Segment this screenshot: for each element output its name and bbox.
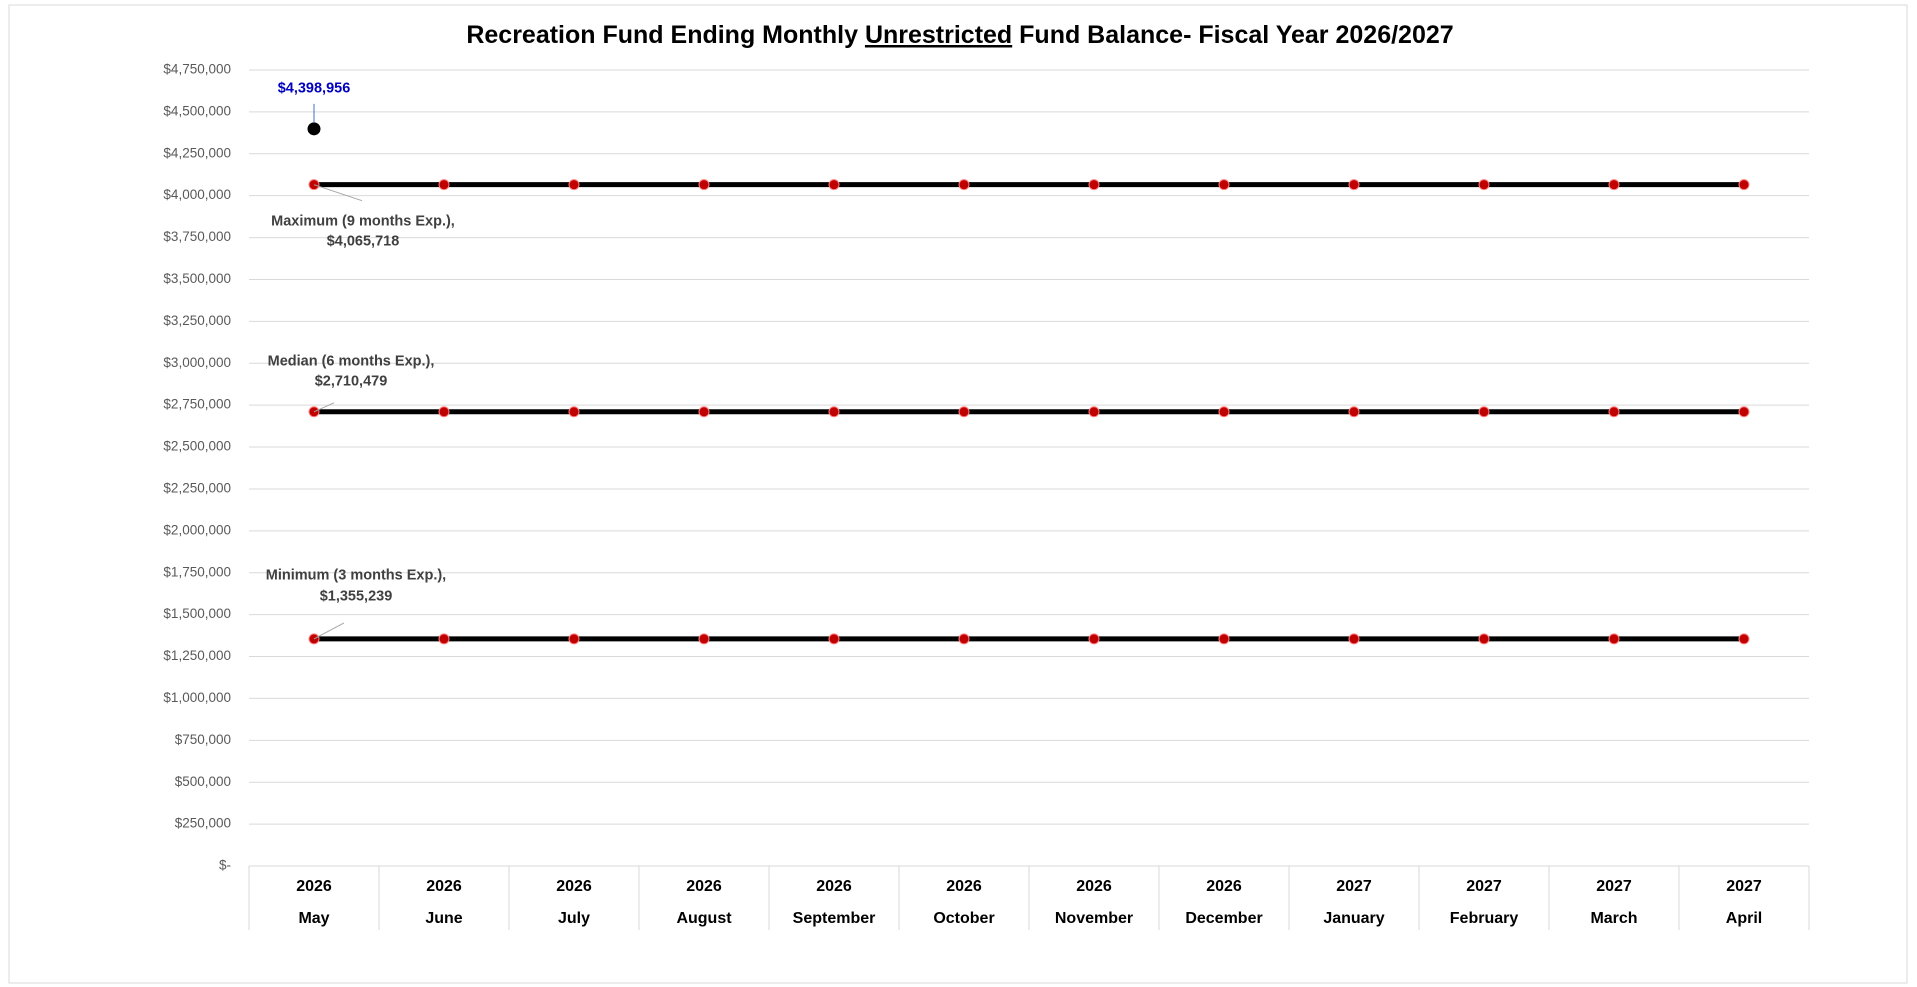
data-point — [1218, 633, 1230, 645]
data-point — [1608, 179, 1620, 191]
data-point — [1478, 406, 1490, 418]
x-year-label: 2026 — [1206, 878, 1242, 895]
y-tick-label: $2,250,000 — [163, 481, 231, 496]
x-tick-label: January — [1323, 910, 1384, 927]
x-tick-label: July — [558, 910, 590, 927]
data-point — [698, 406, 710, 418]
data-point — [1738, 406, 1750, 418]
x-year-label: 2027 — [1726, 878, 1762, 895]
data-point — [438, 633, 450, 645]
y-tick-label: $1,000,000 — [163, 690, 231, 705]
x-year-label: 2026 — [686, 878, 722, 895]
x-tick-label: April — [1726, 910, 1762, 927]
data-point — [568, 406, 580, 418]
data-point — [828, 406, 840, 418]
data-point — [1348, 406, 1360, 418]
x-tick-label: December — [1185, 910, 1262, 927]
x-tick-label: September — [793, 910, 876, 927]
data-point — [958, 179, 970, 191]
y-tick-label: $- — [219, 858, 231, 873]
x-tick-label: August — [676, 910, 732, 927]
data-point — [1478, 179, 1490, 191]
data-point — [1478, 633, 1490, 645]
y-tick-label: $250,000 — [175, 816, 231, 831]
x-tick-label: November — [1055, 910, 1133, 927]
data-point — [568, 179, 580, 191]
data-label: $4,065,718 — [327, 233, 400, 249]
y-tick-label: $2,750,000 — [163, 397, 231, 412]
y-tick-label: $3,500,000 — [163, 271, 231, 286]
data-point — [1218, 179, 1230, 191]
leader-line — [313, 184, 363, 202]
data-point — [1348, 633, 1360, 645]
x-year-label: 2026 — [426, 878, 462, 895]
y-tick-label: $3,750,000 — [163, 229, 231, 244]
x-tick-label: June — [425, 910, 462, 927]
data-point — [1088, 179, 1100, 191]
data-label: $2,710,479 — [315, 374, 388, 390]
data-point — [307, 122, 321, 136]
data-point — [828, 633, 840, 645]
data-point — [1348, 179, 1360, 191]
x-year-label: 2026 — [296, 878, 332, 895]
y-tick-label: $1,750,000 — [163, 564, 231, 579]
data-label: $1,355,239 — [320, 589, 393, 605]
y-tick-label: $3,000,000 — [163, 355, 231, 370]
leader-line — [313, 402, 335, 413]
data-label: $4,398,956 — [278, 81, 351, 97]
title-part: Unrestricted — [865, 21, 1012, 49]
x-tick-label: March — [1590, 910, 1637, 927]
x-tick-label: May — [298, 910, 329, 927]
x-year-label: 2026 — [816, 878, 852, 895]
data-point — [1088, 406, 1100, 418]
y-tick-label: $2,500,000 — [163, 439, 231, 454]
data-point — [1738, 179, 1750, 191]
data-point — [958, 406, 970, 418]
data-point — [438, 179, 450, 191]
data-point — [1608, 633, 1620, 645]
y-tick-label: $750,000 — [175, 732, 231, 747]
data-point — [568, 633, 580, 645]
data-point — [698, 633, 710, 645]
y-tick-label: $4,500,000 — [163, 103, 231, 118]
title-part: Recreation Fund Ending Monthly — [466, 21, 865, 49]
x-year-label: 2026 — [946, 878, 982, 895]
y-tick-label: $3,250,000 — [163, 313, 231, 328]
y-tick-label: $500,000 — [175, 774, 231, 789]
x-year-label: 2027 — [1466, 878, 1502, 895]
x-year-label: 2026 — [1076, 878, 1112, 895]
data-label-name: Median (6 months Exp.), — [268, 354, 435, 370]
data-point — [828, 179, 840, 191]
title-part: Fund Balance- Fiscal Year 2026/2027 — [1012, 21, 1453, 49]
x-year-label: 2027 — [1336, 878, 1372, 895]
data-point — [1218, 406, 1230, 418]
data-point — [1608, 406, 1620, 418]
chart-frame — [8, 4, 1908, 984]
data-point — [438, 406, 450, 418]
chart-title: Recreation Fund Ending Monthly Unrestric… — [466, 21, 1453, 49]
y-tick-label: $2,000,000 — [163, 522, 231, 537]
y-tick-label: $4,000,000 — [163, 187, 231, 202]
x-tick-label: October — [933, 910, 994, 927]
data-point — [698, 179, 710, 191]
data-label-name: Maximum (9 months Exp.), — [271, 213, 455, 229]
y-tick-label: $1,250,000 — [163, 648, 231, 663]
data-point — [958, 633, 970, 645]
x-year-label: 2027 — [1596, 878, 1632, 895]
y-tick-label: $4,250,000 — [163, 145, 231, 160]
data-label-name: Minimum (3 months Exp.), — [266, 568, 446, 584]
x-tick-label: February — [1450, 910, 1519, 927]
y-tick-label: $1,500,000 — [163, 606, 231, 621]
x-year-label: 2026 — [556, 878, 592, 895]
data-point — [1088, 633, 1100, 645]
y-tick-label: $4,750,000 — [163, 62, 231, 77]
leader-line — [313, 622, 345, 640]
data-point — [1738, 633, 1750, 645]
